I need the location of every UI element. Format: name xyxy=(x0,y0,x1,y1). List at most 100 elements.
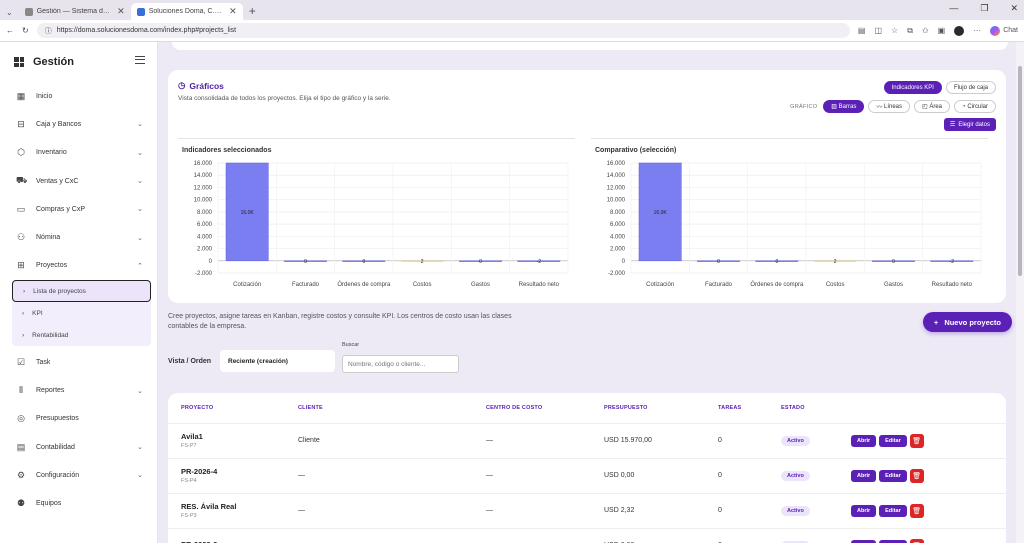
bar xyxy=(814,260,857,262)
new-project-button[interactable]: + Nuevo proyecto xyxy=(922,312,1012,332)
browser-tab-1[interactable]: Gestión — Sistema de gestión en… ✕ xyxy=(19,3,131,20)
browser-tab-2[interactable]: Soluciones Doma, C.A. — Proyect… ✕ xyxy=(130,3,243,20)
type-lines-button[interactable]: 〰 Líneas xyxy=(868,100,910,113)
tab-list-icon[interactable]: ⌄ xyxy=(6,8,13,17)
y-tick-label: 12.000 xyxy=(194,185,213,191)
sidebar-item-reportes[interactable]: ⫴ Reportes ⌄ xyxy=(0,376,157,404)
sidebar-item-task[interactable]: ☑ Task xyxy=(0,348,157,376)
type-pie-button[interactable]: ◔ Circular xyxy=(954,100,996,113)
view-order-select[interactable]: Reciente (creación) xyxy=(220,350,335,372)
table-row[interactable]: RES. Ávila Real FS-P3— — USD 2,32 0 Activo Abr… xyxy=(168,492,1006,528)
sidebar-item-caja-y-bancos[interactable]: ⊟ Caja y Bancos ⌄ xyxy=(0,110,157,138)
chevron-right-icon: › xyxy=(22,331,25,339)
brand: Gestión xyxy=(0,42,157,82)
sidebar-item-configuracion[interactable]: ⚙ Configuración ⌄ xyxy=(0,461,157,489)
open-button[interactable]: Abrir xyxy=(851,434,877,447)
maximize-icon[interactable]: ❐ xyxy=(980,3,989,13)
url-field[interactable]: ⓘ https://doma.solucionesdoma.com/index.… xyxy=(36,23,850,38)
extensions-icon[interactable]: ⧉ xyxy=(907,25,913,35)
edit-button[interactable]: Editar xyxy=(879,504,907,517)
project-name[interactable]: PR-2022-2 xyxy=(181,540,285,543)
chevron-down-icon: ⌄ xyxy=(137,149,143,157)
sidebar-item-inventario[interactable]: ⬡ Inventario ⌄ xyxy=(0,139,157,167)
column-header[interactable]: CLIENTE xyxy=(298,404,323,411)
sidebar-item-ventas-y-cxc[interactable]: ⛟ Ventas y CxC ⌄ xyxy=(0,167,157,195)
cell-budget: USD 0,00 xyxy=(591,457,705,493)
column-header[interactable]: ESTADO xyxy=(781,404,805,411)
open-button[interactable]: Abrir xyxy=(851,504,877,517)
y-tick-label: 8.000 xyxy=(197,210,213,216)
sidebar-subitem-kpi[interactable]: › KPI xyxy=(12,302,151,324)
sidebar-item-compras-y-cxp[interactable]: ▭ Compras y CxP ⌄ xyxy=(0,195,157,223)
url-text: https://doma.solucionesdoma.com/index.ph… xyxy=(56,27,237,34)
search-input[interactable] xyxy=(342,355,459,373)
x-tick-label: Resultado neto xyxy=(519,282,560,288)
mode-kpi-button[interactable]: Indicadores KPI xyxy=(883,81,942,94)
project-code: FS-P7 xyxy=(181,443,197,449)
scrollbar-thumb[interactable] xyxy=(1018,66,1022,276)
pie-icon: ◔ xyxy=(962,103,968,110)
edit-button[interactable]: Editar xyxy=(879,434,907,447)
column-header[interactable]: CENTRO DE COSTO xyxy=(486,404,543,411)
minimize-icon[interactable]: — xyxy=(949,3,959,13)
bar-chart: 16.000 14.000 12.000 10.000 8.000 6.000 4.000 2… xyxy=(194,161,569,288)
sidebar-subitem-project-list[interactable]: › Lista de proyectos xyxy=(12,280,151,303)
chart-panel-comparison: Comparativo (selección) 16.000 14.000 12.0… xyxy=(591,138,988,293)
choose-data-button[interactable]: ☰ Elegir datos xyxy=(943,118,996,131)
column-header[interactable]: PRESUPUESTO xyxy=(604,404,648,411)
delete-button[interactable]: 🗑 xyxy=(909,503,924,518)
more-icon[interactable]: ··· xyxy=(973,26,982,35)
split-icon[interactable]: ◫ xyxy=(874,26,883,35)
data-label: 0 xyxy=(775,259,778,265)
bar-chart-icon: ⫴ xyxy=(19,385,23,396)
app-grid-icon xyxy=(14,57,24,67)
cell-tasks: 0 xyxy=(705,422,768,458)
delete-button[interactable]: 🗑 xyxy=(909,468,924,483)
new-tab-icon[interactable]: + xyxy=(248,4,256,18)
sidebar-item-label: Ventas y CxC xyxy=(36,177,79,185)
site-info-icon[interactable]: ⓘ xyxy=(44,27,52,35)
table-row[interactable]: Avila1 FS-P7 Cliente — USD 15.970,00 0 Activo A… xyxy=(168,422,1006,458)
sidebar-item-equipos[interactable]: ⚉ Equipos xyxy=(0,490,157,518)
sidebar-subitem-rentabilidad[interactable]: › Rentabilidad xyxy=(12,324,151,346)
table-row[interactable]: PR-2026-4 FS-P4— — USD 0,00 0 Activo Abrir Edit… xyxy=(168,457,1006,493)
sidebar-item-nomina[interactable]: ⚇ Nómina ⌄ xyxy=(0,223,157,251)
copilot-chat-button[interactable]: Chat xyxy=(990,25,1018,36)
sidebar-item-proyectos[interactable]: ⊞ Proyectos ⌃ xyxy=(0,252,157,280)
profile-avatar[interactable] xyxy=(954,25,965,36)
open-button[interactable]: Abrir xyxy=(851,469,877,482)
reload-icon[interactable]: ↻ xyxy=(22,26,29,35)
column-header[interactable]: PROYECTO xyxy=(181,404,214,411)
sidebar-nav-bottom: ☑ Task ⫴ Reportes ⌄ ◎ Presupuestos ▤ Contabilida… xyxy=(0,348,157,518)
wallet-browser-icon[interactable]: ▣ xyxy=(937,26,946,35)
sidebar-item-inicio[interactable]: ▦ Inicio xyxy=(0,82,157,110)
type-bars-button[interactable]: ▥ Barras xyxy=(823,100,865,113)
delete-button[interactable]: 🗑 xyxy=(909,538,924,543)
reader-icon[interactable]: ▤ xyxy=(857,26,866,35)
hamburger-menu-icon[interactable] xyxy=(135,56,145,64)
column-header[interactable]: TAREAS xyxy=(718,404,742,411)
close-tab-icon[interactable]: ✕ xyxy=(117,6,125,16)
tab-title: Soluciones Doma, C.A. — Proyect… xyxy=(148,8,225,15)
y-tick-label: 16.000 xyxy=(194,161,213,167)
project-name[interactable]: PR-2026-4 xyxy=(181,467,218,476)
type-area-button[interactable]: ◰ Área xyxy=(914,100,951,113)
close-tab-icon[interactable]: ✕ xyxy=(229,6,237,16)
y-tick-label: 16.000 xyxy=(607,161,626,167)
delete-button[interactable]: 🗑 xyxy=(909,433,924,448)
close-window-icon[interactable]: ✕ xyxy=(1010,3,1018,13)
edit-button[interactable]: Editar xyxy=(879,469,907,482)
charts-card: ◷ Gráficos Vista consolidada de todos los… xyxy=(168,70,1006,303)
status-badge: Activo xyxy=(781,471,810,481)
favorite-icon[interactable]: ☆ xyxy=(891,26,899,35)
sidebar-item-presupuestos[interactable]: ◎ Presupuestos xyxy=(0,405,157,433)
sidebar-item-contabilidad[interactable]: ▤ Contabilidad ⌄ xyxy=(0,433,157,461)
bar xyxy=(697,260,740,262)
back-icon[interactable]: ← xyxy=(6,26,14,35)
page-scrollbar[interactable] xyxy=(1016,42,1024,543)
mode-cashflow-button[interactable]: Flujo de caja xyxy=(945,81,996,94)
project-name[interactable]: RES. Ávila Real xyxy=(181,502,237,511)
project-name[interactable]: Avila1 xyxy=(181,432,203,441)
collections-icon[interactable]: ✩ xyxy=(921,26,929,35)
